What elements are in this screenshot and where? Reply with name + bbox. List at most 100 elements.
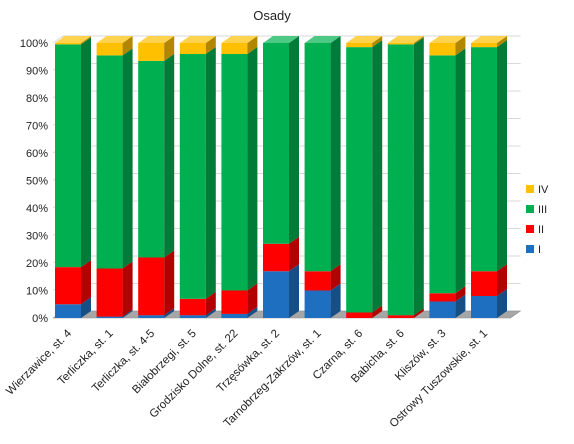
bar-segment-IV — [138, 36, 175, 61]
bar-segment-side — [247, 306, 258, 318]
bar-segment-side — [164, 53, 175, 258]
bar-segment-IV — [179, 36, 216, 54]
bar-segment-front — [471, 271, 497, 296]
y-tick-label: 60% — [26, 148, 48, 160]
bar-segment-III — [138, 53, 175, 258]
bar-segment-IV — [55, 36, 91, 45]
chart-title: Osady — [253, 8, 291, 23]
bar-segment-front — [179, 43, 206, 54]
bar-segment-front — [55, 304, 81, 318]
bar-segment-side — [247, 36, 258, 54]
bar-segment-front — [138, 43, 165, 61]
bar-segment-side — [330, 36, 341, 272]
legend-label: III — [538, 204, 547, 216]
bar-segment-front — [429, 301, 456, 318]
legend-swatch — [526, 225, 534, 233]
gridline-side — [52, 35, 64, 44]
bar-segment-front — [429, 293, 456, 302]
bar-segment-side — [455, 36, 466, 56]
bar-segment-front — [221, 313, 248, 318]
bar-segment-IV — [429, 36, 466, 56]
bar-segment-front — [471, 47, 497, 272]
bar-segment-front — [429, 43, 456, 56]
bar-segment-III — [429, 48, 466, 294]
bar-top — [429, 36, 466, 43]
y-tick-label: 80% — [26, 93, 48, 105]
bar-segment-side — [330, 264, 341, 291]
bar-stack — [263, 36, 299, 318]
bar-segment-front — [138, 257, 165, 316]
bar-segment-side — [247, 283, 258, 314]
bar-segment-front — [471, 296, 497, 318]
bar-segment-IV — [387, 36, 424, 45]
bar-top — [55, 36, 91, 43]
bar-segment-side — [205, 291, 216, 316]
bar-segment-II — [304, 264, 341, 291]
bar-segment-side — [289, 264, 299, 318]
legend-label: I — [538, 244, 541, 256]
bar-segment-I — [429, 294, 466, 318]
bar-segment-II — [346, 305, 383, 318]
bar-segment-front — [138, 60, 165, 258]
bar-segment-side — [122, 261, 133, 317]
bar-segment-side — [497, 36, 507, 48]
y-tick-label: 50% — [26, 176, 48, 188]
bar-segment-III — [387, 37, 424, 316]
bar-segment-front — [346, 312, 373, 318]
bar-segment-side — [372, 40, 383, 313]
bar-segment-side — [413, 36, 424, 45]
bar-segment-I — [179, 308, 216, 318]
bar-segment-side — [164, 250, 175, 316]
bar-segment-IV — [221, 36, 258, 54]
y-tick-label: 90% — [26, 66, 48, 78]
bar-segment-front — [429, 55, 456, 294]
bar-segment-side — [164, 308, 175, 318]
bar-segment-III — [304, 36, 341, 272]
bar-segment-front — [96, 55, 123, 269]
bar-segment-front — [263, 243, 289, 272]
bar-segment-III — [55, 37, 91, 268]
bar-stack — [55, 36, 91, 318]
y-tick-label: 30% — [26, 231, 48, 243]
bar-segment-side — [122, 36, 133, 56]
bar-segment-side — [455, 286, 466, 302]
bar-segment-front — [304, 290, 331, 318]
legend-swatch — [526, 205, 534, 213]
bar-segment-I — [55, 297, 91, 318]
bar-segment-front — [346, 43, 373, 48]
bar-segment-front — [221, 54, 248, 291]
bar-segment-II — [263, 236, 299, 272]
bar-segment-front — [221, 290, 248, 314]
bar-segment-front — [221, 43, 248, 54]
bar-segment-I — [96, 309, 133, 318]
bar-segment-III — [96, 48, 133, 269]
bar-segment-II — [387, 308, 424, 318]
bar-top — [263, 36, 299, 43]
bar-segment-front — [387, 43, 414, 45]
bar-top — [179, 36, 216, 43]
bar-segment-front — [96, 316, 123, 318]
bar-segment-II — [179, 291, 216, 316]
bar-segment-side — [122, 48, 133, 269]
y-tick-label: 100% — [20, 38, 48, 50]
bar-segment-II — [96, 261, 133, 317]
bar-segment-III — [179, 47, 216, 299]
bar-segment-III — [471, 40, 507, 272]
bar-segment-front — [471, 43, 497, 48]
bar-segment-front — [263, 43, 289, 244]
bar-stack — [387, 36, 424, 318]
bar-segment-front — [179, 298, 206, 316]
y-tick-label: 20% — [26, 258, 48, 270]
bar-top — [96, 36, 133, 43]
bar-top — [304, 36, 341, 43]
bar-segment-II — [429, 286, 466, 302]
bar-segment-side — [81, 36, 91, 45]
legend-swatch — [526, 185, 534, 193]
bar-segment-II — [221, 283, 258, 314]
bar-segment-side — [81, 37, 91, 268]
bar-top — [138, 36, 175, 43]
bar-segment-side — [330, 283, 341, 318]
bar-segment-front — [346, 47, 373, 313]
